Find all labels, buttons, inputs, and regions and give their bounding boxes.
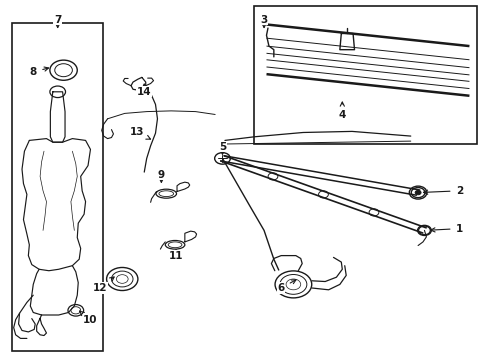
Text: 11: 11 [168, 250, 183, 261]
Text: 13: 13 [129, 127, 150, 139]
Text: 5: 5 [219, 142, 225, 154]
Text: 1: 1 [430, 224, 462, 234]
Bar [12, 23, 102, 351]
Text: 10: 10 [80, 311, 98, 325]
Text: 2: 2 [423, 186, 462, 196]
Text: 7: 7 [54, 15, 61, 28]
Text: 3: 3 [260, 15, 267, 28]
Bar [254, 6, 476, 144]
Text: 4: 4 [338, 102, 346, 120]
Text: 6: 6 [277, 280, 295, 293]
Text: 14: 14 [137, 84, 151, 97]
Circle shape [414, 190, 420, 195]
Text: 12: 12 [93, 277, 114, 293]
Text: 9: 9 [158, 170, 164, 183]
Text: 8: 8 [30, 67, 48, 77]
